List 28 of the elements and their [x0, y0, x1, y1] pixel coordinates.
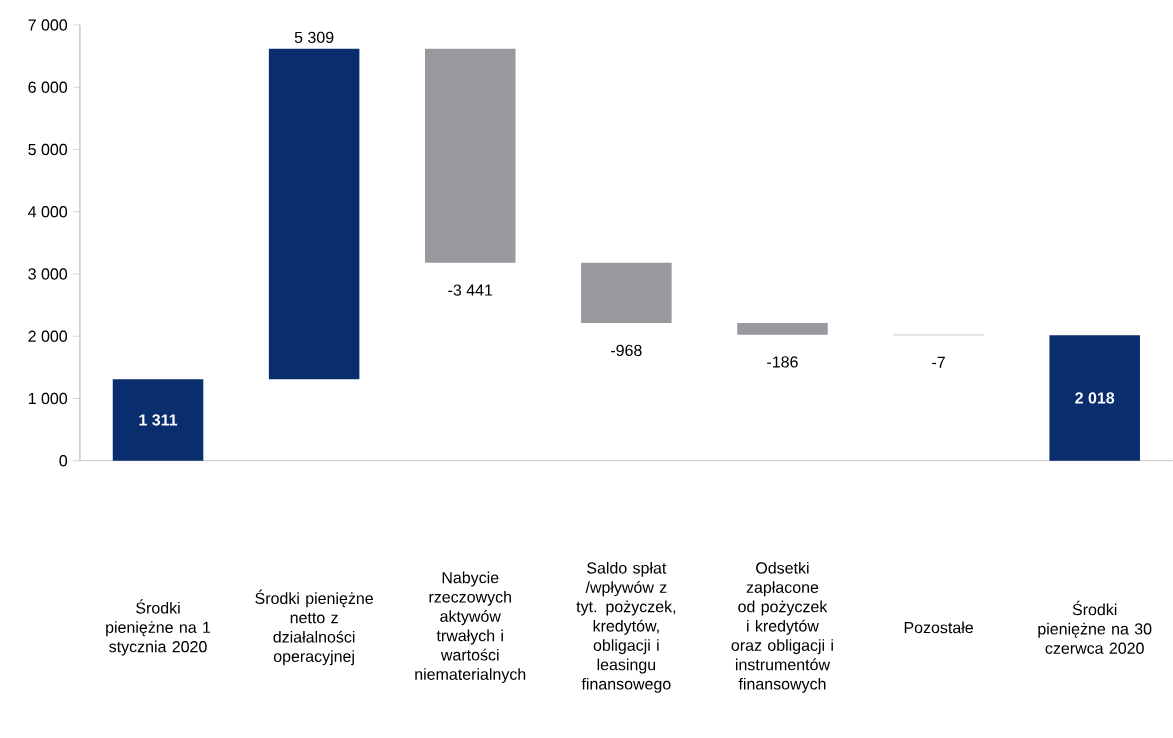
data-label: -968 [611, 344, 642, 357]
data-label: 5 309 [294, 31, 334, 44]
y-tick-label: 7 000 [28, 19, 68, 31]
y-tick-label: 3 000 [28, 268, 68, 280]
x-tick-label: Odsetki zapłacone od pożyczek i kredytów oraz obligacji i instrumentów finansowych [731, 562, 833, 693]
y-tick-label: 0 [59, 455, 68, 467]
y-tick-label: 6 000 [28, 81, 68, 94]
data-label: -3 441 [448, 284, 493, 296]
y-tick-label: 5 000 [28, 144, 68, 156]
data-label: 1 311 [139, 414, 178, 426]
x-tick-label: Środki pieniężne netto z działalności operacyjnej [255, 589, 373, 666]
x-tick-label: Środki pieniężne na 1 stycznia 2020 [106, 599, 211, 656]
x-tick-label: Pozostałe [904, 621, 973, 634]
data-label: 2 018 [1075, 392, 1115, 404]
bar [424, 48, 516, 264]
bar [737, 323, 828, 335]
x-tick-label: Saldo spłat /wpływów z tyt. pożyczek, kredytów, obligacji i leasingu finansowego [576, 562, 676, 693]
data-label: -186 [767, 356, 798, 368]
y-tick-label: 1 000 [28, 393, 68, 405]
bar [1049, 335, 1140, 461]
y-tick-label: 4 000 [28, 206, 68, 218]
data-label: -7 [932, 356, 945, 368]
bar [268, 48, 360, 380]
x-tick-label: Nabycie rzeczowych aktywów trwałych i wartości niematerialnych [415, 571, 526, 684]
x-tick-label: Środki pieniężne na 30 czerwca 2020 [1038, 600, 1152, 655]
y-tick-label: 2 000 [28, 330, 68, 343]
bar [581, 263, 672, 324]
bar [112, 379, 204, 461]
